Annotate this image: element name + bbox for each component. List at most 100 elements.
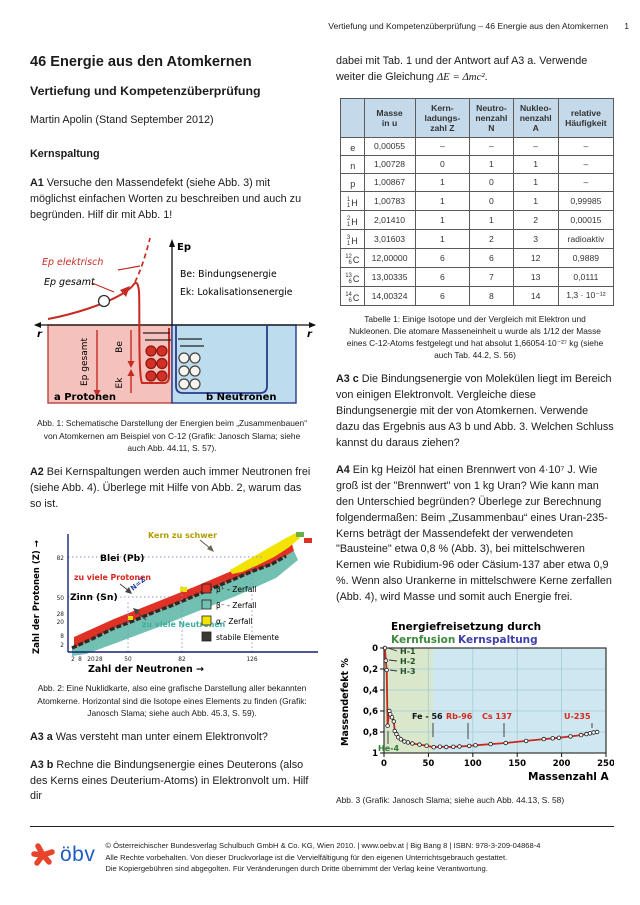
figure-abb3: Energiefreisetzung durch Kernfusion Kern… [336,618,615,791]
curve-arrow-icon [120,286,130,298]
svg-text:0,8: 0,8 [363,728,378,738]
task-label: A3 a [30,731,53,743]
pointer-line [91,282,115,293]
page-subtitle: Vertiefung und Kompetenzüberprüfung [30,84,261,98]
dotted-guides [68,556,262,653]
ep-gesamt-rotated: Ep gesamt [80,338,90,386]
column-header: Kern- ladungs- zahl Z [414,97,471,138]
svg-text:8: 8 [60,634,64,640]
arrow-up-icon [127,369,135,377]
oebv-logo: öbv [30,842,95,868]
neutrons-caption: b Neutronen [206,392,277,403]
y-axis-label: Zahl der Protonen (Z) → [32,541,42,655]
legend-label: stabile Elemente [216,633,279,642]
footer: öbv © Österreichischer Bundesverlag Schu… [30,826,614,875]
svg-text:0,6: 0,6 [363,707,378,717]
legend-swatch [201,599,212,610]
be-rotated: Be [115,341,125,353]
legend-swatch [201,631,212,642]
isotope-table: Masse in u Kern- ladungs- zahl Z Neutro-… [340,97,615,306]
ek-rotated: Ek [115,377,125,389]
chart-title: Energiefreisetzung durch [391,621,541,633]
section-heading: Kernspaltung [30,148,100,160]
column-header [340,97,365,138]
task-text: Bei Kernspaltungen werden auch immer Neu… [30,466,311,510]
stable-elements-line [71,554,287,650]
svg-text:126: 126 [246,657,257,663]
table-row: 13 6 C 13,00335 6 7 13 0,0111 [340,266,615,287]
x-axis-label: Zahl der Neutronen → [88,664,204,674]
svg-text:H-3: H-3 [400,667,416,676]
svg-text:0,2: 0,2 [363,665,378,675]
formula: ΔE = Δmc² [436,70,485,83]
ek-definition: Ek: Lokalisationsenergie [180,287,293,298]
svg-text:2: 2 [71,657,75,663]
svg-text:28: 28 [57,612,65,618]
svg-text:0: 0 [372,644,378,654]
gridlines [384,647,606,753]
arrow-down-icon [93,390,101,398]
task-label: A3 c [336,373,359,386]
axis-arrow-right-icon [309,322,316,329]
annotation-too-many-neutrons: zu viele Neutronen [142,620,225,629]
intro-text: dabei mit Tab. 1 und der Antwort auf A3 … [336,55,588,83]
svg-text:20: 20 [87,657,95,663]
alpha-spot [128,616,133,621]
task-label: A1 [30,177,44,189]
page-title: 46 Energie aus den Atomkernen [30,54,252,70]
running-title: Vertiefung und Kompetenzüberprüfung – 46… [328,21,609,31]
svg-text:1: 1 [372,749,378,759]
abb2-svg: 82 50 28 20 8 2 2 8 20 28 50 82 126 Zahl… [32,531,318,675]
svg-text:28: 28 [95,657,103,663]
band-tip-spot [304,538,312,544]
svg-text:0: 0 [381,759,387,769]
proton-balls [145,345,168,382]
arrow-icon [133,608,140,616]
svg-text:Rb-96: Rb-96 [446,712,473,721]
svg-text:100: 100 [464,759,482,769]
be-definition: Be: Bindungsenergie [180,269,277,280]
svg-text:0,4: 0,4 [363,686,378,696]
figure-abb1: r r Ep Ep elektrisch Ep gesamt Be: Bindu… [30,235,316,414]
svg-text:250: 250 [597,759,614,769]
chart-title-fusion: Kernfusion [391,634,455,646]
logo-text: öbv [60,843,96,866]
figure-abb2: 82 50 28 20 8 2 2 8 20 28 50 82 126 Zahl… [30,524,318,679]
abb3-caption: Abb. 3 (Grafik: Janosch Slama; siehe auc… [336,794,565,805]
fusion-region [384,647,433,753]
task-a3b: A3 b Rechne die Bindungsenergie eines De… [30,758,314,805]
column-header: Neutro- nenzahl N [469,97,514,138]
legend-swatch [201,615,212,626]
svg-text:H-1: H-1 [400,647,416,656]
column-header: Masse in u [363,97,416,138]
y-tick-labels: 0 0,2 0,4 0,6 0,8 1 [363,644,378,759]
x-axis-label: Massenzahl A [528,771,610,783]
intro-paragraph: dabei mit Tab. 1 und der Antwort auf A3 … [336,55,588,83]
svg-text:8: 8 [78,657,82,663]
svg-text:150: 150 [508,759,526,769]
tick-marks [380,647,607,757]
table-row: p 1,00867 1 0 1– [340,172,615,192]
band-tip-spot [296,532,304,538]
pointer-line [117,265,141,271]
svg-text:Cs 137: Cs 137 [482,712,512,721]
neutron-balls [178,352,201,390]
abb1-svg: r r Ep Ep elektrisch Ep gesamt Be: Bindu… [34,238,316,405]
arrow-icon [125,587,132,595]
neutron-well-outline [175,325,268,395]
ep-total-curve [47,282,170,385]
neutron-region [171,324,297,405]
r-label-right: r [307,329,313,340]
imprint-line: Die Kopiergebühren sind abgegolten. Für … [105,864,488,874]
y-axis-label: Massendefekt % [340,657,351,745]
annotation-lead: Blei (Pb) [100,553,144,564]
abb2-legend: β⁺ - Zerfall β⁻ - Zerfall α - Zerfall st… [201,583,279,642]
plot-border [383,646,607,754]
abb3-svg: Energiefreisetzung durch Kernfusion Kern… [340,621,615,783]
svg-text:50: 50 [57,596,65,602]
task-a1: A1 Versuche den Massendefekt (siehe Abb.… [30,176,314,223]
svg-text:82: 82 [57,556,65,562]
